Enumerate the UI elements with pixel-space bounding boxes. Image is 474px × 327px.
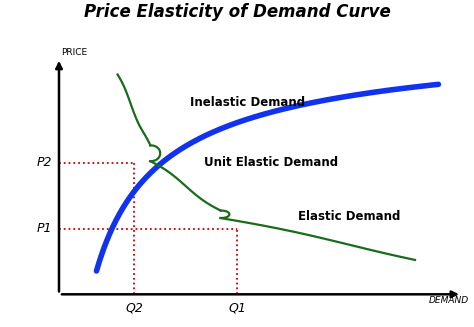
Text: Elastic Demand: Elastic Demand [298, 210, 400, 223]
Text: P1: P1 [36, 222, 52, 235]
Text: Q1: Q1 [228, 302, 246, 315]
Text: Unit Elastic Demand: Unit Elastic Demand [204, 156, 338, 169]
Title: Price Elasticity of Demand Curve: Price Elasticity of Demand Curve [83, 3, 391, 21]
Text: P2: P2 [36, 156, 52, 169]
Text: DEMAND: DEMAND [429, 296, 469, 305]
Text: Inelastic Demand: Inelastic Demand [190, 96, 305, 109]
Text: PRICE: PRICE [61, 47, 88, 57]
Text: Q2: Q2 [125, 302, 143, 315]
